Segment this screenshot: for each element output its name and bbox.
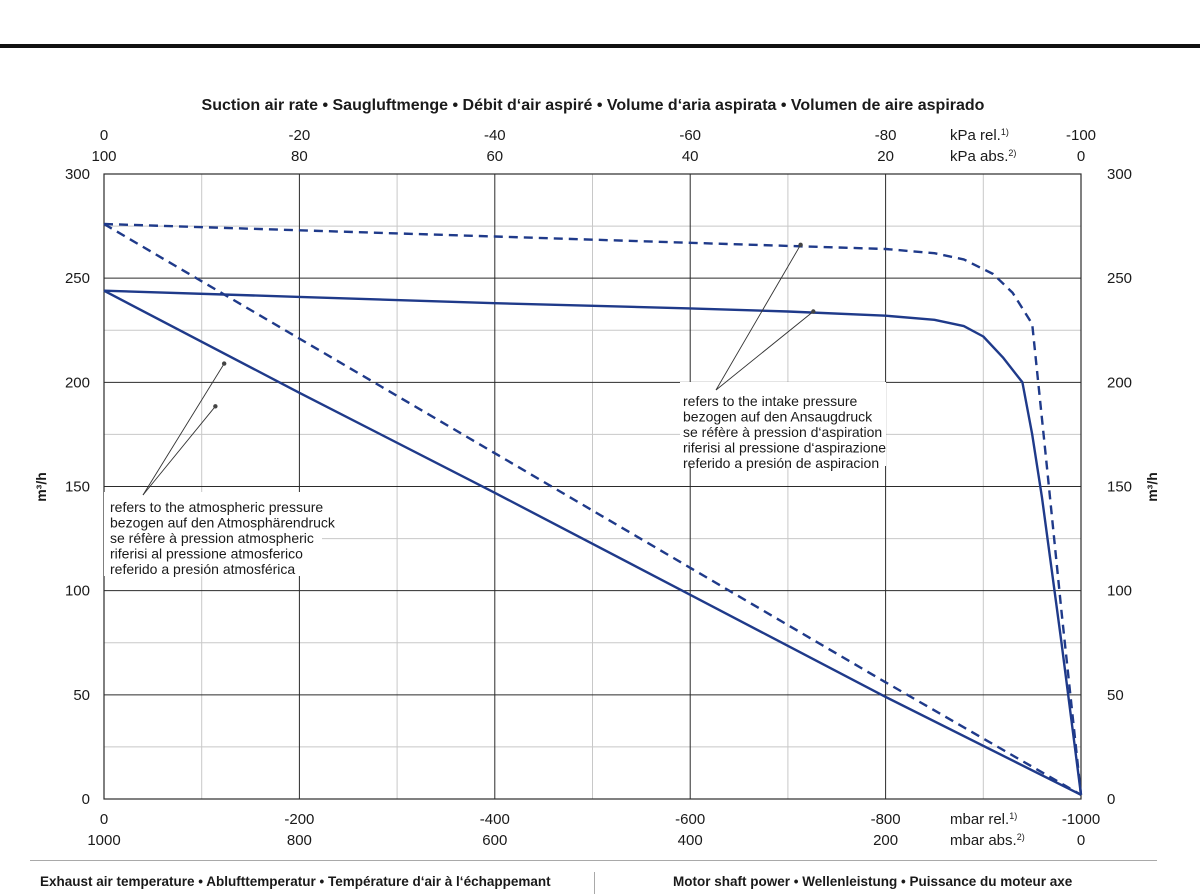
annotation-text-line: referido a presión de aspiracion [683,455,879,471]
annotation-point-marker [213,404,218,409]
x-tick-label-bottom-rel: -200 [284,811,314,828]
chart-title: Suction air rate • Saugluftmenge • Débit… [202,97,985,114]
x-tick-label-top-abs: 100 [91,148,116,165]
x-tick-label-bottom-rel: 0 [100,811,108,828]
annotation-text-line: se réfère à pression atmospheric [110,530,314,546]
x-tick-label-top-abs: 0 [1077,148,1085,165]
y-tick-label-left: 150 [65,479,90,496]
y-tick-label-left: 50 [73,687,90,704]
y-tick-label-right: 250 [1107,270,1132,287]
y-tick-label-right: 300 [1107,166,1132,183]
y-tick-label-right: 50 [1107,687,1124,704]
x-tick-label-top-rel: -20 [289,127,311,144]
x-tick-label-bottom-abs: 200 [873,832,898,849]
y-tick-label-left: 100 [65,583,90,600]
annotation-text-line: riferisi al pressione atmosferico [110,546,303,562]
y-tick-label-right: 150 [1107,479,1132,496]
x-tick-label-bottom-rel: -400 [480,811,510,828]
x-tick-label-top-rel: 0 [100,127,108,144]
annotation-point-marker [221,361,227,366]
x-tick-label-bottom-abs: 800 [287,832,312,849]
y-tick-label-right: 200 [1107,374,1132,391]
annotation-leader-line [142,363,225,496]
annotation-leader-line [715,311,814,391]
x-tick-label-bottom-abs: 0 [1077,832,1085,849]
x-tick-label-bottom-abs: 600 [482,832,507,849]
exhaust-air-temperature-heading: Exhaust air temperature • Ablufttemperat… [40,874,551,889]
y-tick-label-left: 0 [82,791,90,808]
x-tick-label-top-rel: -100 [1066,127,1096,144]
x-tick-label-top-abs: 60 [486,148,503,165]
x-tick-label-top-rel: -80 [875,127,897,144]
annotation-text-line: refers to the intake pressure [683,393,858,409]
top-rule [0,44,1200,48]
y-tick-label-right: 100 [1107,583,1132,600]
annotation-text-line: bezogen auf den Atmosphärendruck [110,515,336,531]
x-tick-label-bottom-rel: -600 [675,811,705,828]
series-line-2 [103,289,1083,795]
plot-frame [103,173,1082,800]
x-axis-unit-bottom-abs: mbar abs.2) [950,832,1025,849]
x-tick-label-top-abs: 20 [877,148,894,165]
y-tick-label-left: 300 [65,166,90,183]
bottom-column-separator [594,872,595,894]
annotation-point-marker [811,309,816,314]
x-axis-unit-top-abs: kPa abs.2) [950,148,1016,165]
annotation-point-marker [798,242,803,248]
x-tick-label-bottom-abs: 400 [678,832,703,849]
annotation-leader-line [142,406,216,496]
annotation-text-line: bezogen auf den Ansaugdruck [683,409,873,425]
series-line-3 [103,222,1082,796]
x-tick-label-bottom-rel: -800 [871,811,901,828]
y-tick-label-left: 250 [65,270,90,287]
annotation-leader-line [715,244,801,391]
x-tick-label-top-abs: 80 [291,148,308,165]
annotation-text-line: se réfère à pression d‘aspiration [683,424,882,440]
x-axis-unit-top-rel: kPa rel.1) [950,127,1009,144]
y-axis-label-left: m³/h [33,472,49,502]
series-line-1 [103,289,1082,796]
annotation-box-1 [104,492,322,576]
x-axis-unit-bottom-rel: mbar rel.1) [950,811,1017,828]
x-tick-label-bottom-abs: 1000 [87,832,120,849]
x-tick-label-top-rel: -60 [679,127,701,144]
annotation-text-line: referido a presión atmosférica [110,561,295,577]
bottom-divider [30,860,1157,861]
motor-shaft-power-heading: Motor shaft power • Wellenleistung • Pui… [673,874,1073,889]
annotation-box-2 [680,382,886,466]
annotation-text-line: refers to the atmospheric pressure [110,499,323,515]
x-tick-label-top-rel: -40 [484,127,506,144]
annotation-text-line: riferisi al pressione d‘aspirazione [683,440,886,456]
x-tick-label-bottom-rel: -1000 [1062,811,1100,828]
x-tick-label-top-abs: 40 [682,148,699,165]
y-tick-label-left: 200 [65,374,90,391]
y-axis-label-right: m³/h [1144,472,1160,502]
y-tick-label-right: 0 [1107,791,1115,808]
series-line-4 [103,222,1083,795]
